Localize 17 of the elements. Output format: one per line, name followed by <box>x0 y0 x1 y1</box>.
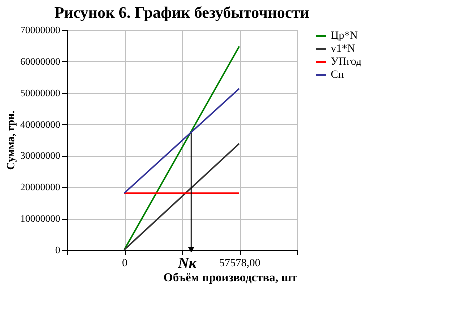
y-tick-label: 20000000 <box>20 182 60 194</box>
y-tick-label: 50000000 <box>20 88 60 100</box>
y-tick-label: 30000000 <box>20 151 60 162</box>
x-tick-label: 57578,00 <box>219 258 262 270</box>
legend-label: УПгод <box>331 56 362 68</box>
legend-label: v1*N <box>331 43 356 55</box>
legend-label: Цр*N <box>331 30 358 42</box>
chart-title: Рисунок 6. График безубыточности <box>54 5 310 22</box>
y-tick-label: 40000000 <box>20 120 60 131</box>
y-tick-label: 0 <box>56 246 60 256</box>
y-tick-label: 10000000 <box>20 214 60 226</box>
legend-label: Сп <box>331 69 344 81</box>
y-axis-title: Сумма, грн. <box>6 110 18 170</box>
x-axis-title: Объём производства, шт <box>164 270 298 284</box>
y-tick-label: 60000000 <box>20 56 60 68</box>
y-tick-label: 70000000 <box>20 26 60 36</box>
annotation: Nк <box>177 256 198 272</box>
